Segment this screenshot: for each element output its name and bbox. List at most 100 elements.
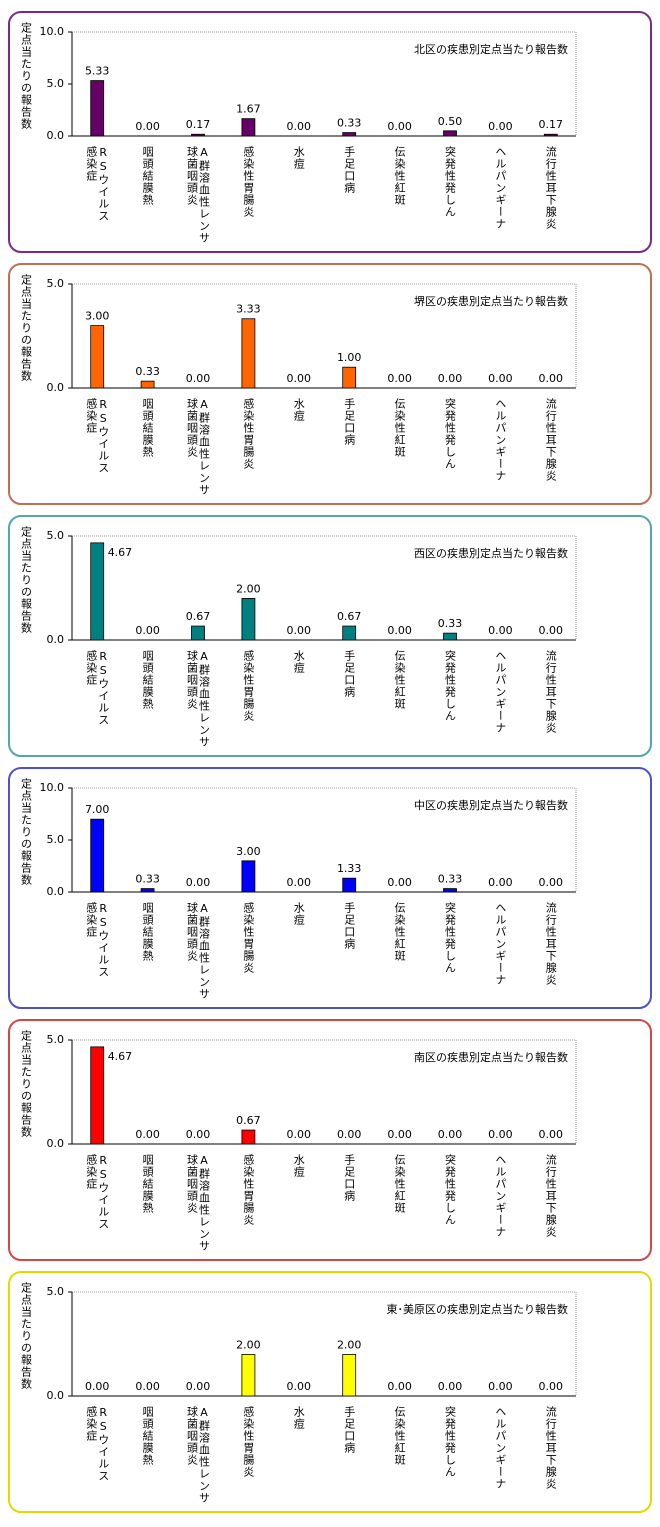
y-tick-label: 10.0 bbox=[40, 25, 65, 38]
value-label: 0.00 bbox=[135, 1380, 160, 1393]
x-tick-label: 水痘 bbox=[292, 902, 305, 926]
value-label: 0.67 bbox=[337, 610, 362, 623]
value-label: 0.00 bbox=[135, 120, 160, 133]
x-tick-label: 咽頭結膜熱 bbox=[141, 1406, 154, 1466]
x-tick-label: 突発性発しん bbox=[444, 649, 457, 722]
x-tick-label: 水痘 bbox=[292, 146, 305, 170]
bar bbox=[342, 366, 357, 389]
bar bbox=[90, 325, 105, 389]
y-axis-label: 定点当たりの報告数 bbox=[20, 777, 33, 886]
bar bbox=[241, 318, 256, 389]
y-axis-label: 定点当たりの報告数 bbox=[20, 1281, 33, 1390]
value-label: 0.67 bbox=[186, 610, 211, 623]
y-tick-label: 0.0 bbox=[47, 633, 65, 646]
x-tick-label: RSウイルス bbox=[97, 146, 110, 222]
x-tick-label: 伝染性紅斑 bbox=[393, 146, 406, 206]
x-tick-label: 咽頭結膜熱 bbox=[141, 146, 154, 206]
value-label: 0.00 bbox=[387, 372, 412, 385]
x-tick-label: 突発性発しん bbox=[444, 1153, 457, 1226]
y-axis-label: 定点当たりの報告数 bbox=[20, 1029, 33, 1138]
value-label: 0.00 bbox=[186, 1380, 211, 1393]
x-tick-label: 水痘 bbox=[292, 1154, 305, 1178]
value-label: 0.00 bbox=[488, 1380, 513, 1393]
value-label: 0.33 bbox=[438, 617, 463, 630]
x-tick-label: 流行性耳下腺炎 bbox=[544, 1153, 557, 1238]
x-tick-label: 感染性胃腸炎 bbox=[242, 902, 255, 974]
x-tick-label: A群溶血性レンサ bbox=[198, 146, 211, 244]
bar bbox=[140, 380, 155, 389]
panel-frame bbox=[8, 1019, 652, 1261]
x-tick-label: 球菌咽頭炎 bbox=[186, 397, 199, 458]
panel-frame bbox=[8, 767, 652, 1009]
x-tick-label: 感染症 bbox=[85, 398, 98, 434]
y-tick-label: 0.0 bbox=[47, 129, 65, 142]
y-axis-label: 定点当たりの報告数 bbox=[20, 273, 33, 382]
bar bbox=[241, 598, 256, 641]
x-tick-label: 咽頭結膜熱 bbox=[141, 398, 154, 458]
bar bbox=[90, 818, 105, 893]
value-label: 0.33 bbox=[135, 365, 160, 378]
x-tick-label: 球菌咽頭炎 bbox=[186, 1153, 199, 1214]
x-tick-label: 咽頭結膜熱 bbox=[141, 650, 154, 710]
panel-frame bbox=[8, 11, 652, 253]
bar bbox=[342, 132, 357, 137]
x-tick-label: 手足口病 bbox=[343, 1153, 356, 1202]
x-tick-label: 球菌咽頭炎 bbox=[186, 145, 199, 206]
x-tick-label: RSウイルス bbox=[97, 650, 110, 726]
value-label: 0.00 bbox=[135, 624, 160, 637]
x-tick-label: RSウイルス bbox=[97, 1154, 110, 1230]
value-label: 0.00 bbox=[539, 1380, 564, 1393]
value-label: 5.33 bbox=[85, 65, 110, 78]
bar bbox=[241, 1354, 256, 1397]
value-label: 1.33 bbox=[337, 862, 362, 875]
value-label: 4.67 bbox=[108, 1050, 133, 1063]
value-label: 3.33 bbox=[236, 303, 261, 316]
x-tick-label: 突発性発しん bbox=[444, 145, 457, 218]
x-tick-label: 伝染性紅斑 bbox=[393, 398, 406, 458]
value-label: 0.00 bbox=[287, 1380, 312, 1393]
y-tick-label: 0.0 bbox=[47, 381, 65, 394]
value-label: 2.00 bbox=[236, 1338, 261, 1351]
x-tick-label: 感染性胃腸炎 bbox=[242, 146, 255, 218]
bar bbox=[90, 1046, 105, 1145]
value-label: 0.50 bbox=[438, 115, 463, 128]
chart-title: 東･美原区の疾患別定点当たり報告数 bbox=[387, 1302, 569, 1316]
y-tick-label: 0.0 bbox=[47, 885, 65, 898]
x-tick-label: 感染症 bbox=[85, 650, 98, 686]
value-label: 0.00 bbox=[387, 1128, 412, 1141]
value-label: 2.00 bbox=[236, 582, 261, 595]
chart-title: 西区の疾患別定点当たり報告数 bbox=[414, 546, 568, 560]
y-tick-label: 5.0 bbox=[47, 529, 65, 542]
x-tick-label: 水痘 bbox=[292, 398, 305, 422]
value-label: 0.00 bbox=[387, 1380, 412, 1393]
x-tick-label: 流行性耳下腺炎 bbox=[544, 901, 557, 986]
x-tick-label: ヘルパンギーナ bbox=[494, 146, 507, 230]
bar bbox=[443, 130, 457, 137]
value-label: 0.00 bbox=[438, 1128, 463, 1141]
panel-frame bbox=[8, 1271, 652, 1513]
bar bbox=[342, 1354, 357, 1397]
value-label: 0.00 bbox=[287, 1128, 312, 1141]
chart-title: 南区の疾患別定点当たり報告数 bbox=[414, 1050, 568, 1064]
x-tick-label: ヘルパンギーナ bbox=[494, 902, 507, 986]
x-tick-label: 球菌咽頭炎 bbox=[186, 649, 199, 710]
bar bbox=[443, 888, 457, 893]
x-tick-label: 感染性胃腸炎 bbox=[242, 1406, 255, 1478]
x-tick-label: 感染症 bbox=[85, 902, 98, 938]
x-tick-label: A群溶血性レンサ bbox=[198, 1406, 211, 1504]
x-tick-label: A群溶血性レンサ bbox=[198, 902, 211, 1000]
value-label: 0.17 bbox=[186, 118, 211, 131]
value-label: 0.00 bbox=[186, 1128, 211, 1141]
x-tick-label: 水痘 bbox=[292, 1406, 305, 1430]
bar bbox=[543, 133, 558, 137]
x-tick-label: 手足口病 bbox=[343, 1405, 356, 1454]
x-tick-label: RSウイルス bbox=[97, 398, 110, 474]
x-tick-label: 感染症 bbox=[85, 146, 98, 182]
x-tick-label: A群溶血性レンサ bbox=[198, 650, 211, 748]
x-tick-label: 咽頭結膜熱 bbox=[141, 902, 154, 962]
x-tick-label: 流行性耳下腺炎 bbox=[544, 145, 557, 230]
chart-title: 中区の疾患別定点当たり報告数 bbox=[414, 798, 568, 812]
y-tick-label: 5.0 bbox=[47, 277, 65, 290]
x-tick-label: RSウイルス bbox=[97, 1406, 110, 1482]
x-tick-label: 伝染性紅斑 bbox=[393, 1154, 406, 1214]
